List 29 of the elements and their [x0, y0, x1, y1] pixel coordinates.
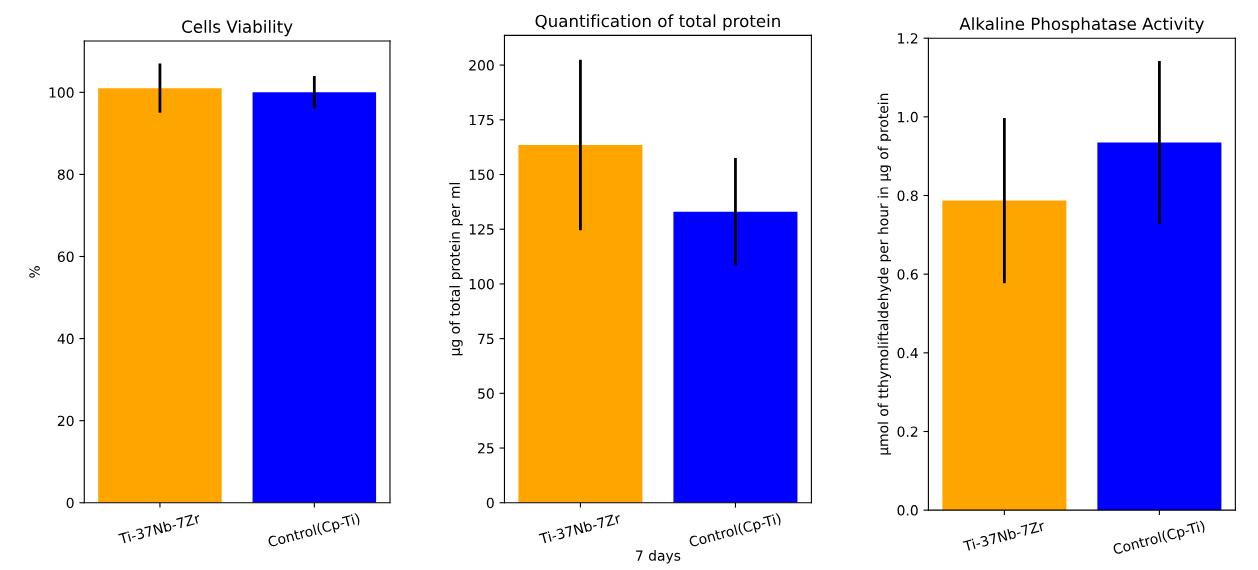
y-axis-title: µg of total protein per ml	[449, 182, 463, 356]
y-tick-label: 150	[469, 169, 494, 180]
y-tick-label: 75	[478, 333, 494, 345]
y-tick-label: 50	[478, 388, 494, 399]
y-tick-label: 0.4	[897, 347, 918, 359]
y-axis-title: %	[29, 266, 40, 278]
y-tick-label: 20	[57, 415, 74, 427]
y-tick-label: 25	[478, 443, 494, 454]
y-tick-label: 1.0	[898, 111, 918, 123]
y-tick-label: 80	[57, 169, 74, 180]
y-axis-title: µmol of tthymoliftaldehyde per hour in µg of protein	[877, 93, 892, 455]
y-tick-label: 0.8	[897, 190, 918, 201]
y-tick-label: 200	[469, 60, 494, 71]
chart-title: Quantification of total protein	[535, 14, 780, 31]
y-tick-label: 0	[486, 497, 494, 509]
y-tick-label: 0	[66, 497, 74, 509]
y-tick-label: 100	[49, 87, 74, 98]
y-tick-label: 100	[469, 278, 494, 290]
y-tick-label: 0.0	[897, 505, 918, 516]
y-tick-label: 0.2	[897, 426, 918, 437]
y-tick-label: 175	[469, 114, 494, 126]
y-tick-label: 1.2	[898, 33, 918, 44]
y-tick-label: 0.6	[897, 269, 918, 280]
y-tick-label: 125	[469, 224, 494, 235]
x-axis-title: 7 days	[636, 550, 681, 564]
chart-title: Alkaline Phosphatase Activity	[959, 17, 1204, 34]
chart-title: Cells Viability	[182, 20, 293, 37]
y-tick-label: 40	[57, 333, 74, 345]
y-tick-label: 60	[57, 251, 74, 262]
